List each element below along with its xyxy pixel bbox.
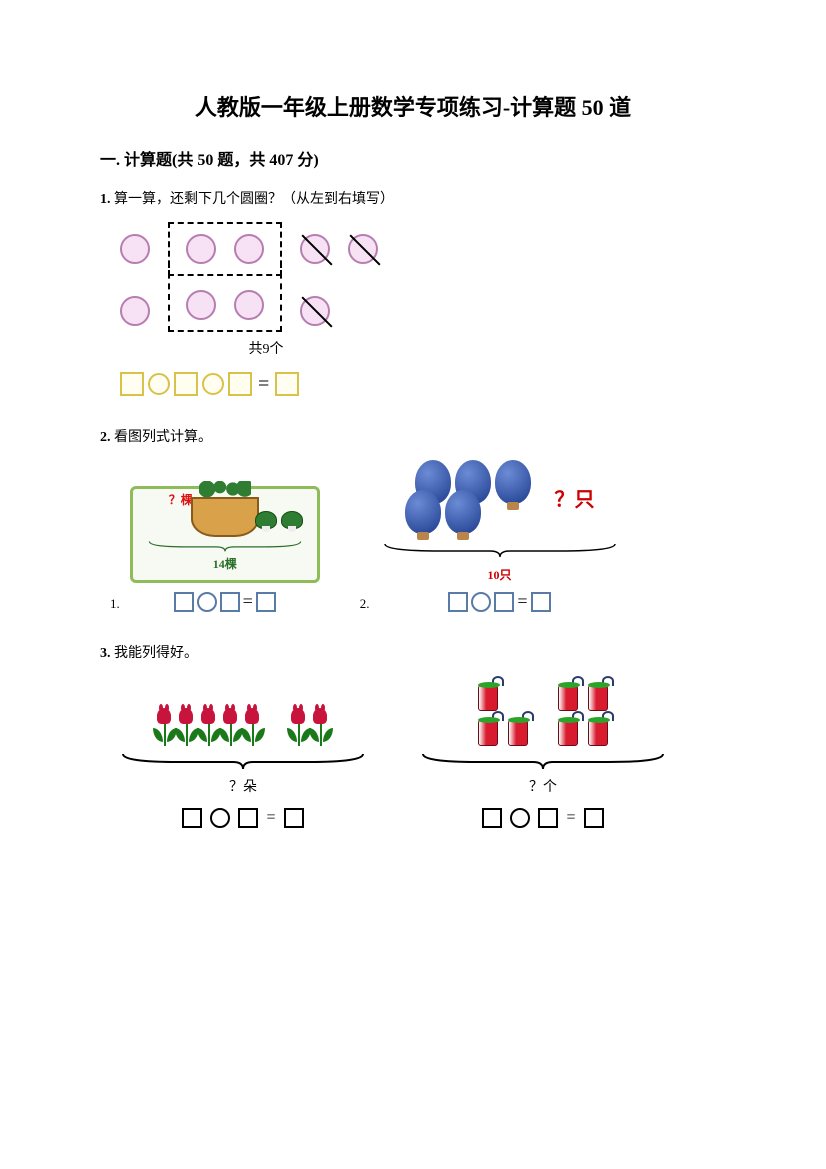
- balloon-group: [405, 460, 531, 534]
- operator-circle[interactable]: [471, 592, 491, 612]
- brace-icon: [145, 539, 305, 553]
- basket-icon: [191, 497, 259, 537]
- q3-text: 我能列得好。: [114, 646, 198, 661]
- brace-icon: [380, 542, 620, 558]
- tulip-icon: [179, 708, 195, 746]
- balloon-icon: [445, 490, 481, 534]
- q2-sub1-answer: =: [174, 591, 276, 612]
- q1-text: 算一算，还剩下几个圆圈？（从左到右填写）: [114, 192, 394, 207]
- q3-col1-label: ？朵: [229, 776, 257, 796]
- section-heading: 一. 计算题(共 50 题，共 407 分): [100, 146, 726, 170]
- can-icon: [588, 717, 608, 746]
- brace-icon: [418, 752, 668, 770]
- q1-diagram: 共9个: [120, 222, 440, 358]
- circle-icon: [120, 234, 150, 264]
- answer-box[interactable]: [174, 592, 194, 612]
- tulip-icon: [201, 708, 217, 746]
- q2-sub1-num: 1.: [110, 596, 120, 612]
- q3-col2-label: ？个: [529, 776, 557, 796]
- answer-box[interactable]: [120, 372, 144, 396]
- crossed-circle-icon: [300, 296, 330, 326]
- circle-icon: [186, 290, 216, 320]
- circle-icon: [186, 234, 216, 264]
- answer-box[interactable]: [538, 808, 558, 828]
- brace-icon: [118, 752, 368, 770]
- q2-sub2: ？只 10只 =: [380, 460, 620, 612]
- tulip-group: [291, 708, 329, 746]
- answer-box[interactable]: [174, 372, 198, 396]
- circle-icon: [234, 290, 264, 320]
- crossed-circle-icon: [300, 234, 330, 264]
- balloon-icon: [495, 460, 531, 504]
- tulip-icon: [313, 708, 329, 746]
- q2-sub1: ？棵 14棵: [130, 486, 320, 612]
- answer-box[interactable]: [284, 808, 304, 828]
- q3-col2-answer: =: [482, 808, 603, 828]
- operator-circle[interactable]: [510, 808, 530, 828]
- total-label: 10只: [487, 566, 511, 583]
- can-icon: [478, 682, 498, 711]
- answer-box[interactable]: [256, 592, 276, 612]
- q2-num: 2.: [100, 430, 111, 445]
- answer-box[interactable]: [584, 808, 604, 828]
- can-icon: [478, 717, 498, 746]
- qmark-label: ？棵: [169, 491, 193, 508]
- circle-icon: [120, 296, 150, 326]
- q3-col1: ？朵 =: [118, 676, 368, 828]
- operator-circle[interactable]: [202, 373, 224, 395]
- answer-box[interactable]: [182, 808, 202, 828]
- tulip-group: [157, 708, 261, 746]
- can-icon: [508, 717, 528, 746]
- answer-box[interactable]: [494, 592, 514, 612]
- circle-icon: [234, 234, 264, 264]
- page-title: 人教版一年级上册数学专项练习-计算题 50 道: [100, 90, 726, 122]
- can-group: [478, 682, 528, 746]
- answer-box[interactable]: [482, 808, 502, 828]
- q2-text: 看图列式计算。: [114, 430, 212, 445]
- can-icon: [588, 682, 608, 711]
- operator-circle[interactable]: [210, 808, 230, 828]
- question-2: 2. 看图列式计算。 1. ？棵 1: [100, 426, 726, 612]
- can-icon: [558, 717, 578, 746]
- vegetable-icon: [255, 511, 277, 529]
- answer-box[interactable]: [220, 592, 240, 612]
- q2-sub2-answer: =: [448, 591, 550, 612]
- operator-circle[interactable]: [148, 373, 170, 395]
- qmark-label: ？只: [555, 483, 595, 512]
- balloon-icon: [405, 490, 441, 534]
- can-icon: [558, 682, 578, 711]
- total-label: 14棵: [213, 555, 237, 572]
- question-1: 1. 算一算，还剩下几个圆圈？（从左到右填写）: [100, 188, 726, 396]
- q3-num: 3.: [100, 646, 111, 661]
- q2-sub2-num: 2.: [360, 596, 370, 612]
- question-3: 3. 我能列得好。 ？朵: [100, 642, 726, 828]
- q3-col1-answer: =: [182, 808, 303, 828]
- q1-total-label: 共9个: [186, 338, 346, 358]
- answer-box[interactable]: [275, 372, 299, 396]
- answer-box[interactable]: [531, 592, 551, 612]
- answer-box[interactable]: [238, 808, 258, 828]
- vegetable-icon: [281, 511, 303, 529]
- crossed-circle-icon: [348, 234, 378, 264]
- operator-circle[interactable]: [197, 592, 217, 612]
- q1-num: 1.: [100, 192, 111, 207]
- equals-sign: =: [256, 373, 271, 396]
- q1-answer-row: =: [120, 372, 726, 396]
- q3-col2: ？个 =: [418, 676, 668, 828]
- tulip-icon: [291, 708, 307, 746]
- tulip-icon: [245, 708, 261, 746]
- answer-box[interactable]: [448, 592, 468, 612]
- answer-box[interactable]: [228, 372, 252, 396]
- can-group: [558, 682, 608, 746]
- tulip-icon: [223, 708, 239, 746]
- tulip-icon: [157, 708, 173, 746]
